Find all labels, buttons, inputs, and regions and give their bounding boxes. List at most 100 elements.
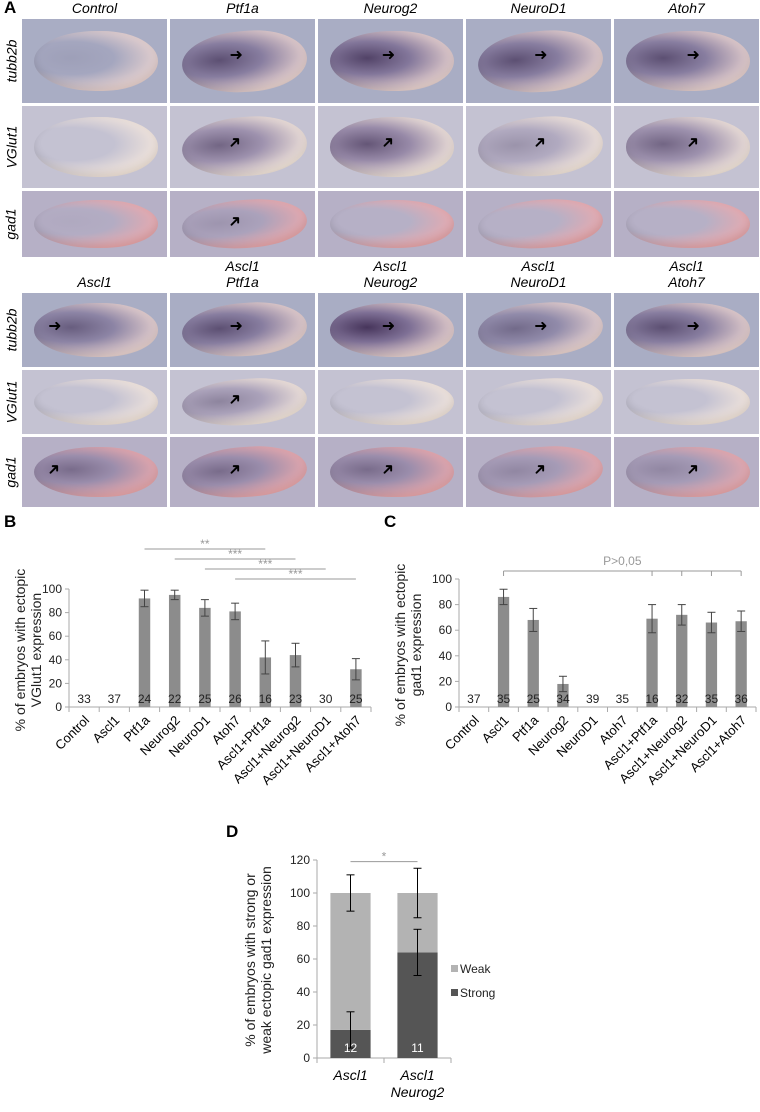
row-label-text: tubb2b	[3, 39, 20, 83]
y-tick-label: 0	[55, 700, 62, 714]
bar	[138, 598, 151, 707]
embryo	[329, 378, 455, 426]
embryo	[33, 30, 159, 92]
embryo-image: ➜	[614, 293, 759, 367]
n-label: 22	[168, 692, 182, 706]
bar	[705, 622, 718, 707]
embryo	[329, 303, 455, 357]
bar	[289, 655, 302, 707]
column-header-line: Neurog2	[363, 274, 418, 290]
embryo	[625, 446, 751, 498]
x-tick-label: Ascl1	[332, 1067, 367, 1083]
embryo-image: ➜	[318, 106, 463, 188]
row-label: tubb2b	[0, 293, 22, 367]
bar	[168, 594, 181, 707]
bar	[676, 614, 688, 707]
bar	[350, 669, 362, 707]
embryo-image: ➜	[466, 19, 611, 103]
y-tick-label: 80	[49, 606, 63, 620]
n-label: 25	[527, 692, 541, 706]
n-label: 37	[108, 692, 122, 706]
embryo-image	[22, 370, 167, 434]
embryo-image	[466, 191, 611, 257]
embryo-image	[318, 191, 463, 257]
significance-label: ***	[288, 567, 302, 581]
embryo	[625, 200, 751, 248]
bar	[497, 596, 510, 707]
arrow-icon: ➜	[381, 47, 396, 65]
embryo	[625, 303, 751, 357]
row-label: gad1	[0, 437, 22, 507]
arrow-icon: ➜	[534, 317, 548, 335]
column-header-line: Atoh7	[668, 274, 705, 290]
x-tick-label: Ascl1	[89, 713, 122, 746]
column-header: Neurog2	[318, 0, 463, 16]
embryo-image	[614, 191, 759, 257]
embryo-image: ➜	[22, 437, 167, 507]
bar	[199, 607, 211, 707]
row-label-text: gad1	[3, 208, 19, 240]
embryo-image: ➜	[614, 19, 759, 103]
column-header-line: Ascl1	[225, 258, 260, 274]
y-axis-label: % of embryos with ectopicgad1 expression	[392, 564, 424, 727]
y-tick-label: 40	[297, 985, 311, 999]
panel-label-b: B	[4, 512, 17, 531]
arrow-icon: ➜	[229, 317, 243, 335]
n-label: 16	[645, 692, 659, 706]
bar	[259, 657, 272, 707]
embryo-image: ➜	[170, 19, 315, 103]
y-tick-label: 0	[445, 700, 452, 714]
column-header: Ascl1 Atoh7	[614, 258, 759, 290]
n-label: 24	[138, 692, 152, 706]
row-label-text: gad1	[3, 456, 19, 488]
embryo-image: ➜	[170, 106, 315, 188]
embryo-image: ➜	[318, 19, 463, 103]
bar	[229, 611, 241, 707]
column-header-line: NeuroD1	[510, 0, 567, 16]
y-axis-label: % of embryos with ectopicVGlut1 expressi…	[12, 569, 44, 732]
n-label: 39	[586, 692, 600, 706]
column-header-line: Ptf1a	[226, 274, 259, 290]
embryo-image: ➜	[318, 293, 463, 367]
n-label: 36	[734, 692, 748, 706]
y-tick-label: 100	[290, 886, 310, 900]
y-tick-label: 100	[432, 572, 452, 586]
legend-label: Weak	[460, 962, 491, 976]
embryo	[329, 117, 455, 177]
column-header: Ascl1	[22, 258, 167, 290]
x-tick-label: Neurog2	[391, 1084, 445, 1100]
column-header: Ptf1a	[170, 0, 315, 16]
n-label: 30	[319, 692, 333, 706]
significance-label: ***	[228, 547, 242, 561]
n-label: 25	[349, 692, 363, 706]
column-header-line: Ptf1a	[226, 0, 259, 16]
n-label: 35	[705, 692, 719, 706]
embryo-image: ➜	[170, 437, 315, 507]
n-label: 37	[467, 692, 481, 706]
embryo-image: ➜	[170, 293, 315, 367]
legend-label: Strong	[460, 986, 495, 1000]
embryo	[625, 117, 751, 177]
column-header: Ascl1 NeuroD1	[466, 258, 611, 290]
row-label-text: VGlut1	[3, 125, 19, 169]
y-tick-label: 20	[439, 674, 453, 688]
bar	[557, 683, 569, 707]
panel-a-top-grid: Control Ptf1a Neurog2 NeuroD1 Atoh7 ➜ ➜ ➜ ➜ ➜ ➜ ➜ ➜ ➜	[22, 0, 759, 257]
embryo-image	[22, 106, 167, 188]
embryo-image: ➜	[614, 437, 759, 507]
y-tick-label: 20	[49, 676, 63, 690]
significance-label: **	[200, 537, 210, 551]
x-tick-label: Control	[52, 712, 92, 752]
embryo-image: ➜	[170, 191, 315, 257]
n-label: 23	[289, 692, 303, 706]
panel-label-a: A	[4, 0, 17, 17]
row-label: tubb2b	[0, 19, 22, 103]
arrow-icon: ➜	[229, 47, 243, 65]
column-header-line: Atoh7	[668, 0, 705, 16]
n-label: 35	[497, 692, 511, 706]
n-label: 25	[198, 692, 212, 706]
y-tick-label: 80	[297, 919, 311, 933]
embryo-image: ➜	[466, 106, 611, 188]
arrow-icon: ➜	[686, 317, 700, 335]
legend-swatch	[451, 965, 458, 972]
